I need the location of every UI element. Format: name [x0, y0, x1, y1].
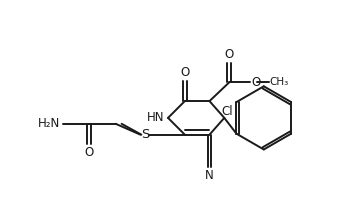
- Text: O: O: [84, 146, 94, 158]
- Text: O: O: [225, 48, 234, 61]
- Text: H₂N: H₂N: [38, 117, 61, 130]
- Text: S: S: [141, 128, 150, 141]
- Text: N: N: [205, 169, 214, 182]
- Text: O: O: [251, 76, 260, 89]
- Text: HN: HN: [147, 111, 164, 124]
- Text: CH₃: CH₃: [270, 77, 289, 87]
- Text: Cl: Cl: [222, 105, 234, 118]
- Text: O: O: [180, 66, 189, 79]
